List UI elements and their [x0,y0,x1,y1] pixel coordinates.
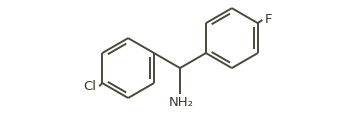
Text: Cl: Cl [84,80,96,93]
Text: NH₂: NH₂ [169,96,194,109]
Text: F: F [265,13,272,26]
